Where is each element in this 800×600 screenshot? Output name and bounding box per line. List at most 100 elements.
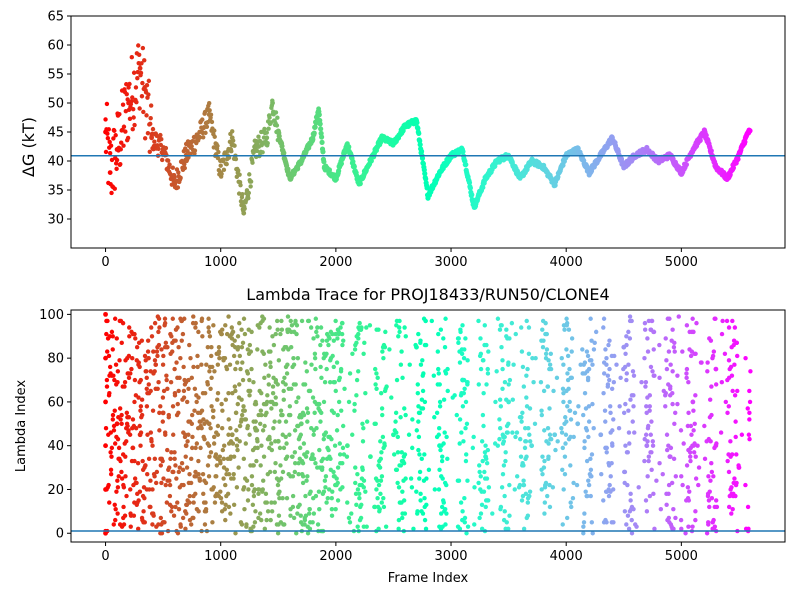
lambda-trace-point [142,520,147,525]
lambda-trace-point [275,327,280,332]
lambda-trace-point [267,325,272,330]
lambda-trace-point [235,334,241,339]
delta-g-trace-point [140,45,146,51]
lambda-trace-point [159,347,164,352]
lambda-trace-point [156,380,161,385]
lambda-trace-point [729,485,734,490]
lambda-trace-point [545,384,551,389]
lambda-trace-point [166,465,172,470]
lambda-trace-point [361,351,366,356]
lambda-trace-point [483,504,488,510]
lambda-trace-point [340,423,346,429]
lambda-trace-point [112,377,117,383]
delta-g-trace-point [351,164,357,170]
lambda-trace-point [445,366,450,372]
lambda-trace-point [245,423,251,429]
lambda-trace-point [153,480,159,486]
delta-g-trace-point [127,81,132,87]
lambda-trace-point [438,327,444,332]
lambda-trace-point [115,478,120,483]
lambda-trace-point [202,522,208,527]
lambda-trace-point [189,456,194,462]
lambda-trace-point [120,320,126,326]
lambda-trace-point [338,366,344,372]
lambda-trace-point [651,329,657,335]
lambda-trace-point [541,338,546,343]
lambda-trace-point [400,375,405,381]
lambda-trace-point [547,406,552,411]
lambda-trace-point [591,425,596,431]
lambda-trace-point [112,441,118,446]
lambda-trace-point [310,452,315,457]
lambda-trace-point [220,408,225,413]
lambda-trace-point [355,471,360,477]
lambda-trace-point [269,406,274,411]
lambda-trace-point [182,316,187,321]
lambda-trace-point [145,338,151,343]
lambda-trace-point [183,432,188,437]
lambda-trace-point [304,478,309,483]
lambda-trace-point [180,331,186,337]
lambda-trace-point [181,364,186,370]
lambda-trace-point [112,316,118,321]
lambda-trace-point [562,454,568,459]
lambda-trace-point [200,471,206,477]
lambda-trace-point [378,439,383,444]
lambda-trace-point [725,410,730,416]
lambda-trace-point [228,511,233,516]
lambda-trace-point [589,358,594,363]
lambda-trace-point [692,421,697,427]
lambda-trace-point [169,450,174,455]
lambda-trace-point [693,517,698,523]
delta-g-trace-point [423,176,429,182]
lambda-trace-point [285,314,291,319]
lambda-trace-point [277,419,282,424]
lambda-trace-point [630,369,636,374]
lambda-trace-point [553,447,558,453]
lambda-trace-point [418,340,423,346]
delta-g-trace-point [131,70,137,75]
lambda-trace-point [545,493,550,499]
lambda-trace-point [156,342,162,348]
lambda-trace-point [226,314,231,319]
lambda-trace-point [196,329,201,335]
lambda-trace-point [585,353,591,359]
lambda-trace-point [645,349,651,354]
lambda-trace-point [671,506,676,512]
lambda-trace-point [121,522,127,527]
lambda-trace-point [726,469,732,475]
delta-g-trace-point [248,179,254,184]
lambda-trace-point [199,408,205,413]
lambda-trace-point [726,404,731,409]
lambda-trace-point [188,480,194,486]
lambda-trace-point [418,498,423,503]
lambda-trace-point [422,496,427,501]
delta-g-trace-point [103,117,108,122]
lambda-trace-point [373,382,378,387]
lambda-trace-point [434,410,440,416]
lambda-trace-point [337,375,342,381]
delta-g-trace-point [114,166,119,172]
lambda-trace-point [234,428,239,433]
delta-g-trace-point [133,85,139,90]
lambda-trace-point [303,513,309,518]
lambda-trace-point [592,340,597,346]
lambda-trace-point [272,500,277,505]
lambda-trace-point [601,316,607,321]
lambda-trace-point [335,480,340,486]
lambda-y-tick-label: 60 [47,395,64,410]
lambda-trace-point [278,408,284,413]
lambda-trace-point [296,395,301,400]
lambda-y-tick-label: 20 [47,483,64,498]
lambda-trace-point [354,340,359,346]
lambda-trace-point [170,316,175,321]
delta-g-trace-point [273,110,279,115]
lambda-trace-point [276,513,282,518]
lambda-trace-point [420,388,426,394]
lambda-trace-point [235,401,240,407]
lambda-trace-point [705,369,710,374]
delta-g-trace-point [118,147,123,152]
lambda-trace-point [231,471,236,477]
lambda-trace-point [121,485,127,490]
lambda-trace-point [601,390,606,396]
